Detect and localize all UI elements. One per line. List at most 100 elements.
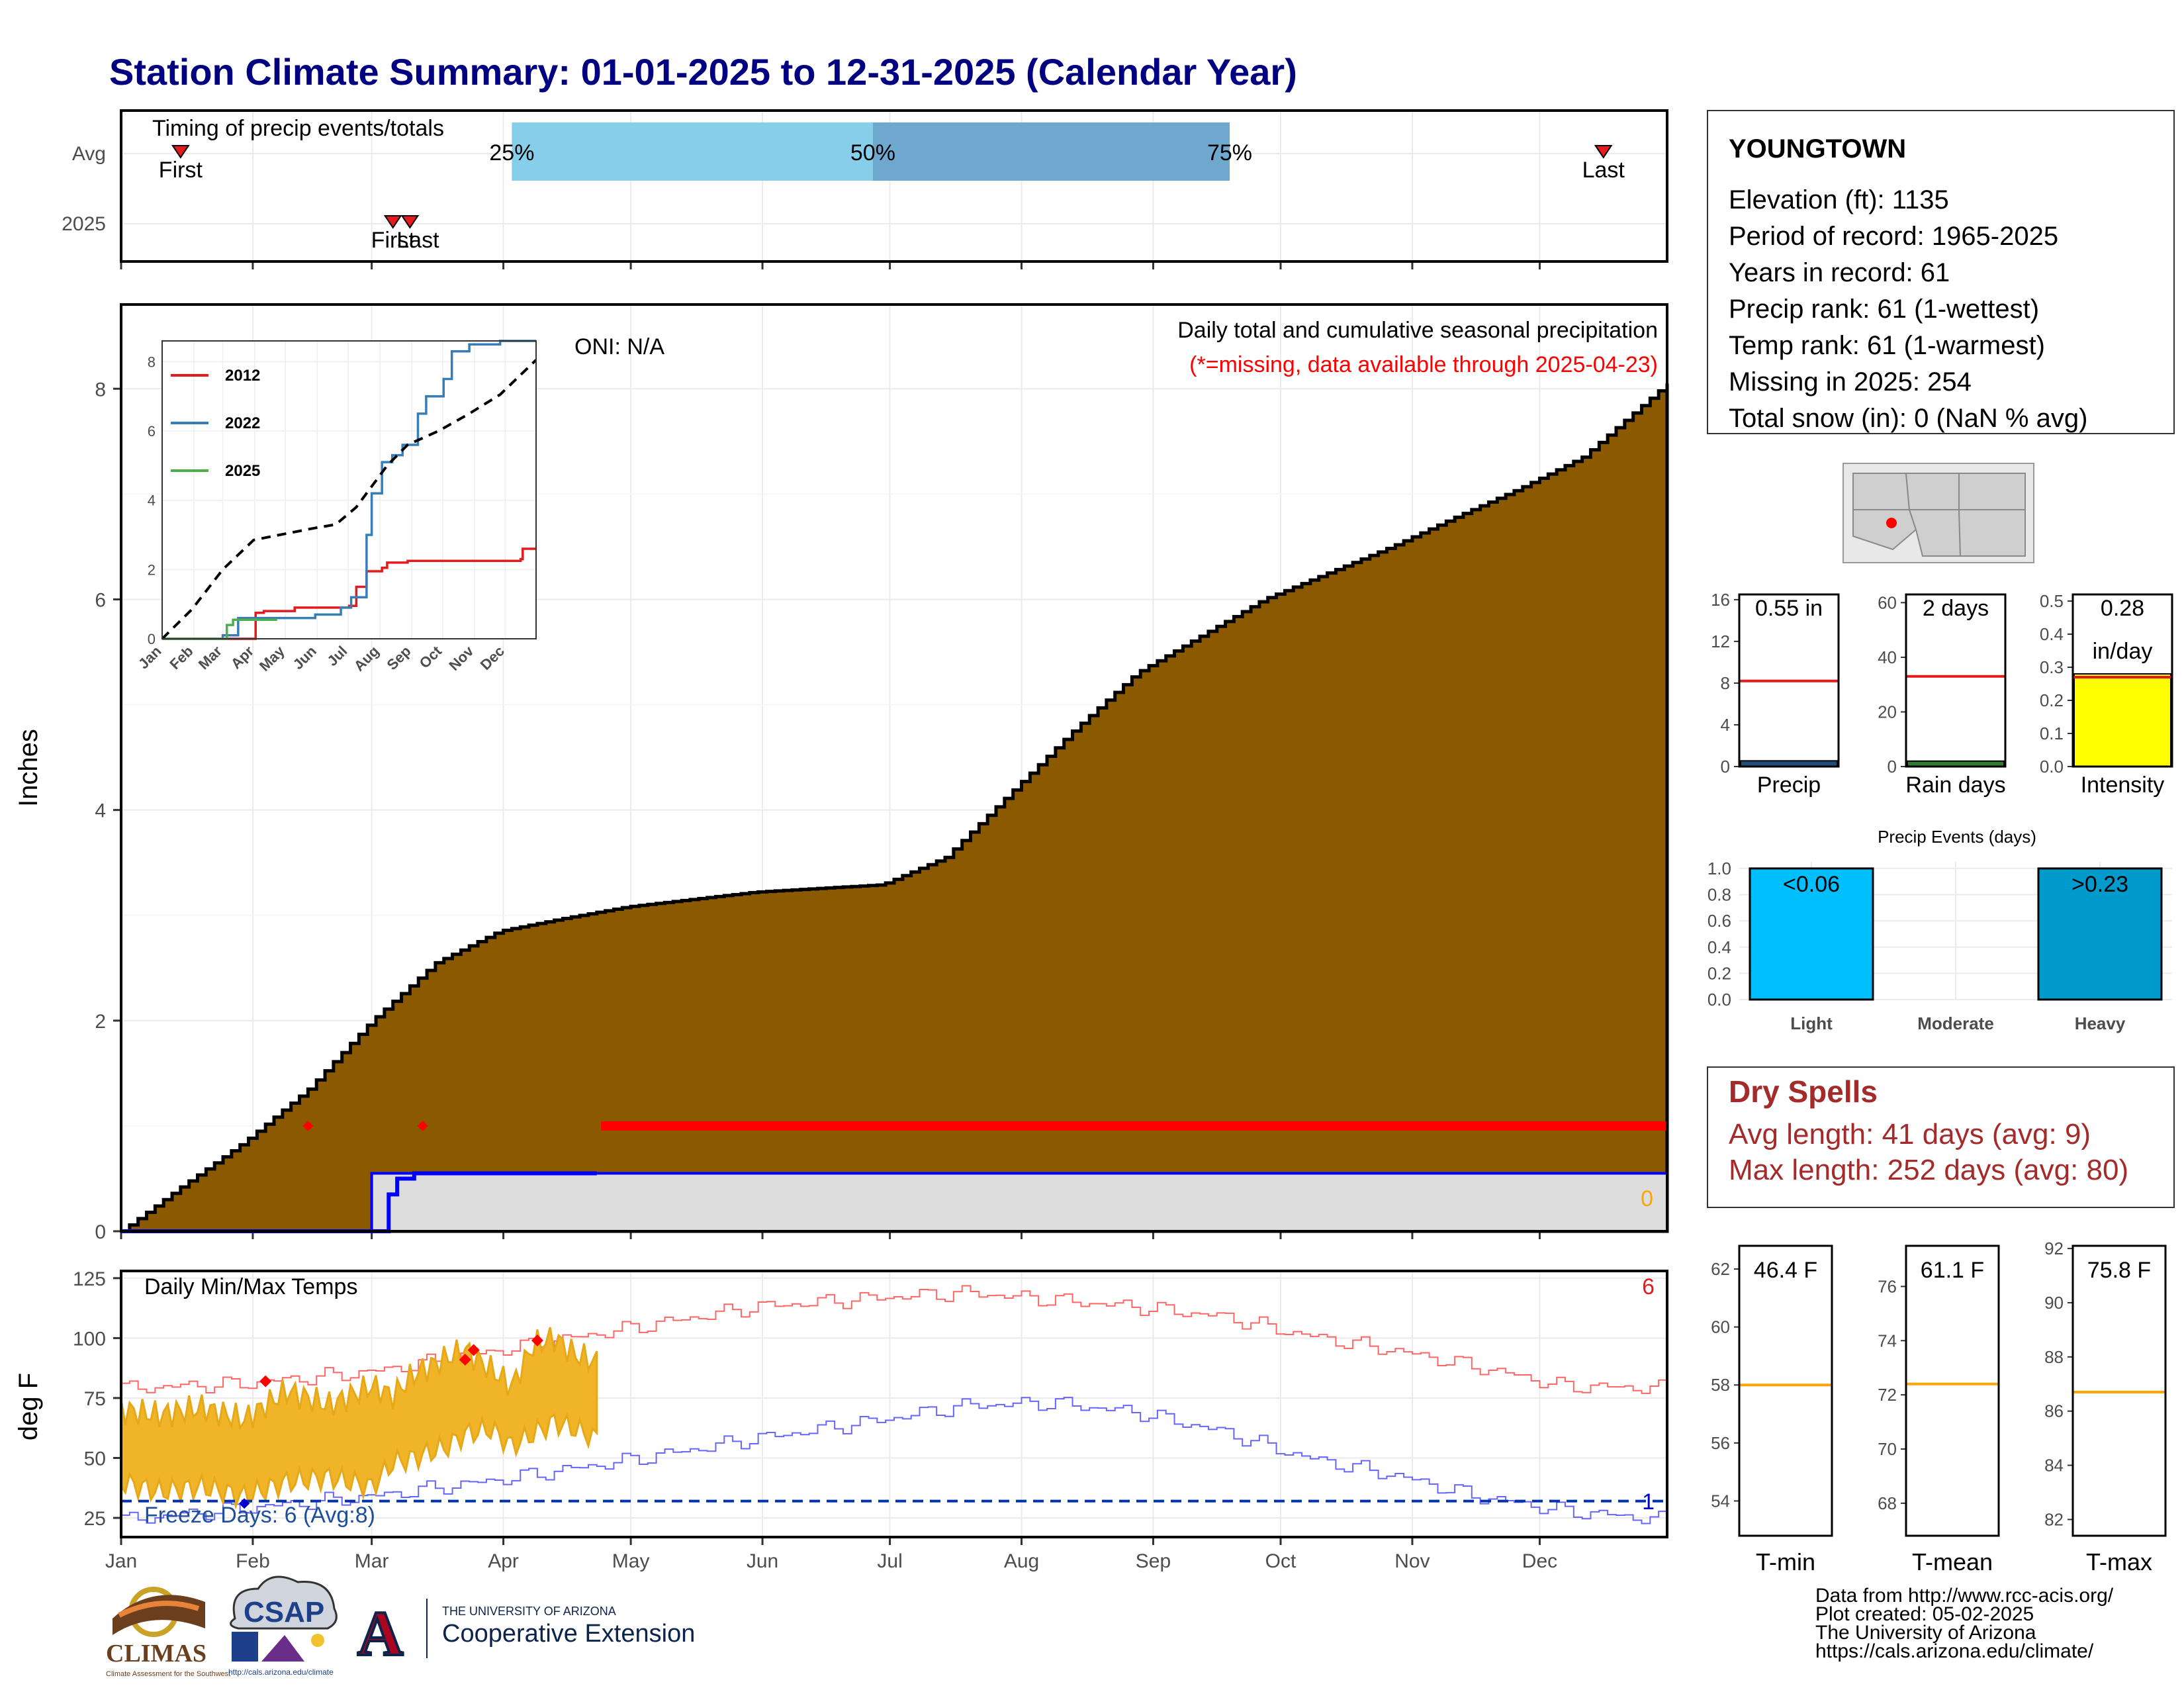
temp-mini-current-label-1: 61.1 F (1921, 1258, 1984, 1283)
mini-y-tick-label: 12 (1711, 632, 1730, 651)
inset-legend-label-2012: 2012 (225, 367, 260, 385)
mini-y-tick-label: 8 (1721, 673, 1730, 693)
mini-current-label-0: 0.55 in (1755, 596, 1823, 621)
inset-avg-line (161, 359, 537, 640)
mini-y-tick-label: 40 (1878, 647, 1897, 667)
mini-panel-bg (1906, 594, 2005, 767)
mini-y-tick-label: 0.3 (2040, 657, 2064, 677)
temp-mini-bg (2073, 1246, 2165, 1536)
precip-y-tick-label: 4 (95, 800, 106, 822)
month-label: Jul (877, 1550, 902, 1572)
mini-y-tick-label: 0.5 (2040, 591, 2064, 611)
precip-annotation: Daily total and cumulative seasonal prec… (1177, 318, 1658, 343)
temp-panel-title: Daily Min/Max Temps (144, 1274, 357, 1299)
mini-y-tick-label: 0.2 (2040, 690, 2064, 710)
info-precip-rank: Precip rank: 61 (1-wettest) (1729, 295, 2039, 324)
inset-y-tick-label: 0 (148, 631, 156, 647)
timing-current-last-label: Last (396, 228, 439, 253)
info-missing: Missing in 2025: 254 (1729, 367, 1972, 397)
temp-mini-bg (1906, 1246, 1999, 1536)
temp-y-axis-title: deg F (14, 1373, 43, 1440)
mini-current-label-1: 2 days (1923, 596, 1989, 621)
inset-x-tick-label: May (256, 642, 288, 674)
snow-count-label: 0 (1641, 1186, 1653, 1211)
month-label: Jun (747, 1550, 778, 1572)
mini-panel-frame (1738, 593, 1840, 768)
mini-panel-frame (2071, 593, 2173, 768)
dry-spells-avg: Avg length: 41 days (avg: 9) (1729, 1118, 2091, 1150)
mini-category-1: Rain days (1905, 773, 2005, 798)
mini-category-0: Precip (1757, 773, 1821, 798)
inset-x-tick-label: Aug (351, 643, 383, 675)
missing-mark (302, 1120, 314, 1131)
month-label: Jan (105, 1550, 137, 1572)
temp-y-tick-label: 25 (84, 1508, 106, 1530)
inset-y-tick-label: 6 (148, 423, 156, 440)
inset-x-tick-label: Mar (195, 643, 226, 673)
precip-events-chart: Precip Events (days) 0.0 0.2 0.4 0.6 0.8 1.0 <… (1707, 827, 2172, 1033)
events-category-heavy: Heavy (2075, 1013, 2126, 1033)
record-high-mark (467, 1344, 480, 1356)
inset-legend-label-2025: 2025 (225, 462, 260, 480)
record-low-count: 1 (1642, 1489, 1655, 1515)
missing-data-marks (302, 1120, 1668, 1131)
timing-frame (120, 109, 1668, 263)
info-period: Period of record: 1965-2025 (1729, 222, 2058, 251)
mini-y-tick-label: 0 (1888, 757, 1897, 776)
temp-mini-category-1: T-mean (1912, 1548, 1993, 1575)
temp-mini-y-tick-label: 86 (2044, 1401, 2064, 1421)
temp-mini-category-0: T-min (1756, 1548, 1815, 1575)
mini-category-2: Intensity (2081, 773, 2165, 798)
events-bar-heavy (2037, 867, 2163, 1001)
inset-x-tick-label: Jul (324, 643, 350, 669)
svg-text:http://cals.arizona.edu/climat: http://cals.arizona.edu/climate (228, 1667, 334, 1677)
timing-pct-25: 25% (489, 140, 534, 165)
precip-y-tick-label: 0 (95, 1221, 106, 1243)
info-elevation: Elevation (ft): 1135 (1729, 185, 1949, 214)
timing-q1-bar (512, 122, 873, 181)
month-label: Oct (1265, 1550, 1297, 1572)
inset-x-tick-label: Oct (416, 642, 445, 671)
timing-q2-bar (872, 122, 1230, 181)
precip-y-tick-label: 2 (95, 1011, 106, 1033)
info-snow: Total snow (in): 0 (NaN % avg) (1729, 404, 2087, 433)
mini-panel-frame (1905, 593, 2007, 768)
current-temp-range (120, 1327, 598, 1510)
timing-pct-75: 75% (1207, 140, 1252, 165)
temp-mini-y-tick-label: 88 (2044, 1347, 2064, 1367)
temp-mini-y-tick-label: 54 (1711, 1491, 1730, 1511)
avg-max-temp-line (121, 1285, 1668, 1394)
precip-frame (120, 303, 1668, 1233)
temp-mini-current-label-2: 75.8 F (2087, 1258, 2151, 1283)
precip-y-axis-title: Inches (14, 729, 43, 807)
events-y-tick-label: 0.8 (1707, 885, 1731, 905)
missing-marks-band (601, 1121, 1668, 1131)
temp-mini-y-tick-label: 70 (1878, 1439, 1897, 1459)
locator-map (1843, 463, 2034, 563)
freeze-days-label: Freeze Days: 6 (Avg:8) (144, 1503, 375, 1528)
info-temp-rank: Temp rank: 61 (1-warmest) (1729, 331, 2045, 360)
temp-mini-y-tick-label: 90 (2044, 1293, 2064, 1313)
oni-label: ONI: N/A (574, 334, 664, 359)
temp-mini-y-tick-label: 60 (1711, 1317, 1730, 1337)
mini-y-tick-label: 0 (1721, 757, 1730, 776)
temp-frame (120, 1270, 1668, 1538)
timing-avg-last-label: Last (1582, 158, 1625, 183)
timing-current-last-marker (400, 215, 420, 229)
events-y-tick-label: 0.4 (1707, 937, 1731, 957)
missing-mark (417, 1120, 428, 1131)
avg-cumulative-precip-area (121, 383, 1669, 1233)
mini-y-tick-label: 0.0 (2040, 757, 2064, 776)
month-label: Dec (1522, 1550, 1557, 1572)
temp-mini-y-tick-label: 72 (1878, 1385, 1897, 1405)
events-bar-label-light: <0.06 (1783, 872, 1840, 897)
university-of-arizona-logo: A THE UNIVERSITY OF ARIZONA Cooperative … (356, 1597, 695, 1670)
timing-current-first-marker (383, 215, 402, 229)
svg-text:A: A (357, 1598, 403, 1669)
missing-note: (*=missing, data available through 2025-… (1189, 352, 1658, 377)
record-high-mark (459, 1354, 471, 1366)
record-low-mark (239, 1498, 250, 1509)
temp-y-tick-label: 75 (84, 1388, 106, 1410)
temp-mini-y-tick-label: 76 (1878, 1276, 1897, 1296)
